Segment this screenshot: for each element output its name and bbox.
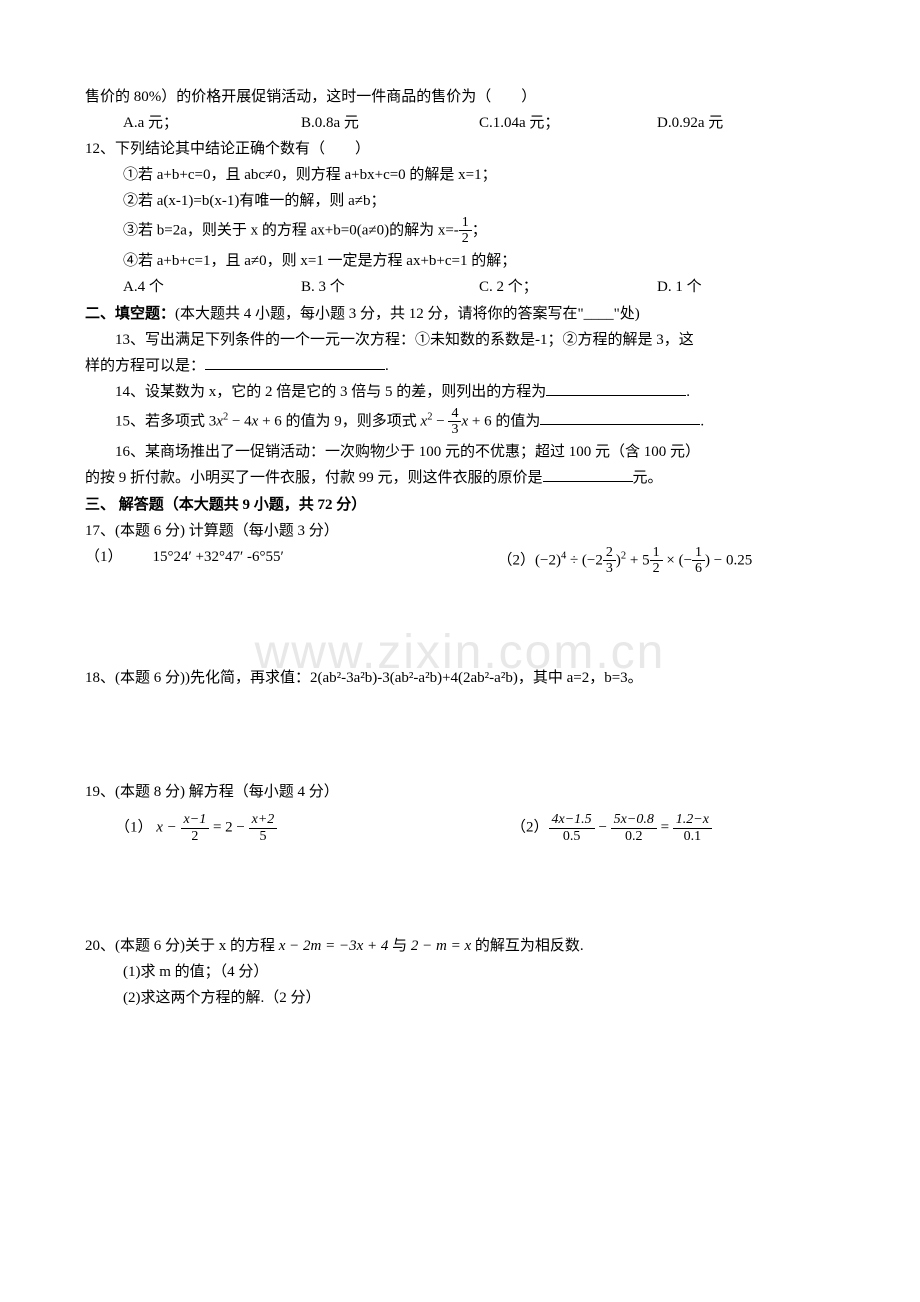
q12-opt-b: B. 3 个 bbox=[301, 275, 479, 299]
q15-post: . bbox=[700, 413, 704, 429]
q17-p1: （1） 15°24′ +32°47′ -6°55′ bbox=[85, 545, 498, 577]
q20-s2: (2)求这两个方程的解.（2 分） bbox=[85, 986, 835, 1010]
q12-s4: ④若 a+b+c=1，且 a≠0，则 x=1 一定是方程 ax+b+c=1 的解… bbox=[85, 249, 835, 273]
q19-stem: 19、(本题 8 分) 解方程（每小题 4 分） bbox=[85, 780, 835, 804]
q13-line2-post: . bbox=[385, 358, 389, 374]
q11-opt-b: B.0.8a 元 bbox=[301, 111, 479, 135]
q20-s1: (1)求 m 的值；（4 分） bbox=[85, 960, 835, 984]
q12-opt-d: D. 1 个 bbox=[657, 275, 835, 299]
section2-desc: (本大题共 4 小题，每小题 3 分，共 12 分，请将你的答案写在"____"… bbox=[175, 306, 640, 322]
q12-s1: ①若 a+b+c=0，且 abc≠0，则方程 a+bx+c=0 的解是 x=1； bbox=[85, 163, 835, 187]
q12-s3-frac: 12 bbox=[459, 215, 472, 247]
q15-frac: 43 bbox=[448, 406, 461, 438]
q16-line1: 16、某商场推出了一促销活动：一次购物少于 100 元的不优惠；超过 100 元… bbox=[85, 440, 835, 464]
q15-blank bbox=[540, 424, 700, 425]
q12-s3-post: ； bbox=[472, 222, 487, 238]
q20-stem: 20、(本题 6 分)关于 x 的方程 x − 2m = −3x + 4 与 2… bbox=[85, 934, 835, 958]
q15-mid3: − bbox=[432, 413, 448, 429]
q11-options: A.a 元； B.0.8a 元 C.1.04a 元； D.0.92a 元 bbox=[85, 111, 835, 135]
q11-cont-line: 售价的 80%）的价格开展促销活动，这时一件商品的售价为（ ） bbox=[85, 85, 835, 109]
q13-blank bbox=[205, 369, 385, 370]
q15-mid4: + 6 的值为 bbox=[468, 413, 540, 429]
q18: 18、(本题 6 分))先化简，再求值：2(ab²-3a²b)-3(ab²-a²… bbox=[85, 666, 835, 690]
q12-s2: ②若 a(x-1)=b(x-1)有唯一的解，则 a≠b； bbox=[85, 189, 835, 213]
q13-line2-pre: 样的方程可以是： bbox=[85, 358, 205, 374]
q11-opt-d: D.0.92a 元 bbox=[657, 111, 835, 135]
q15-mid1: − 4 bbox=[228, 413, 251, 429]
q11-opt-a: A.a 元； bbox=[123, 111, 301, 135]
q14-blank bbox=[546, 395, 686, 396]
q16-blank bbox=[543, 481, 633, 482]
q14-pre: 14、设某数为 x，它的 2 倍是它的 3 倍与 5 的差，则列出的方程为 bbox=[115, 384, 546, 400]
section2-title: 二、填空题： bbox=[85, 306, 175, 322]
q12-s3: ③若 b=2a，则关于 x 的方程 ax+b=0(a≠0)的解为 x=-12； bbox=[85, 215, 835, 247]
q19-p2: （2）4x−1.50.5 − 5x−0.80.2 = 1.2−x0.1 bbox=[511, 812, 835, 844]
q17-p2: （2）(−2)4 ÷ (−223)2 + 512 × (−16) − 0.25 bbox=[498, 545, 836, 577]
q12-opt-a: A.4 个 bbox=[123, 275, 301, 299]
section2-header: 二、填空题：(本大题共 4 小题，每小题 3 分，共 12 分，请将你的答案写在… bbox=[85, 302, 835, 326]
q17-stem: 17、(本题 6 分) 计算题（每小题 3 分） bbox=[85, 519, 835, 543]
q19-p1: （1） x − x−12 = 2 − x+25 bbox=[115, 812, 511, 844]
q15-pre: 15、若多项式 3 bbox=[115, 413, 216, 429]
q11-opt-c: C.1.04a 元； bbox=[479, 111, 657, 135]
section3-title: 三、 解答题（本大题共 9 小题，共 72 分） bbox=[85, 493, 835, 517]
q19-parts: （1） x − x−12 = 2 − x+25 （2）4x−1.50.5 − 5… bbox=[85, 812, 835, 844]
q12-opt-c: C. 2 个； bbox=[479, 275, 657, 299]
q16-line2-pre: 的按 9 折付款。小明买了一件衣服，付款 99 元，则这件衣服的原价是 bbox=[85, 470, 543, 486]
q17-parts: （1） 15°24′ +32°47′ -6°55′ （2）(−2)4 ÷ (−2… bbox=[85, 545, 835, 577]
q12-s3-pre: ③若 b=2a，则关于 x 的方程 ax+b=0(a≠0)的解为 x=- bbox=[123, 222, 459, 238]
q12-options: A.4 个 B. 3 个 C. 2 个； D. 1 个 bbox=[85, 275, 835, 299]
q12-stem: 12、下列结论其中结论正确个数有（ ） bbox=[85, 137, 835, 161]
q13-line2: 样的方程可以是：. bbox=[85, 354, 835, 378]
q14-post: . bbox=[686, 384, 690, 400]
q14: 14、设某数为 x，它的 2 倍是它的 3 倍与 5 的差，则列出的方程为. bbox=[85, 380, 835, 404]
q16-line2: 的按 9 折付款。小明买了一件衣服，付款 99 元，则这件衣服的原价是 元。 bbox=[85, 466, 835, 490]
q13-line1: 13、写出满足下列条件的一个一元一次方程：①未知数的系数是-1；②方程的解是 3… bbox=[85, 328, 835, 352]
q15: 15、若多项式 3x2 − 4x + 6 的值为 9，则多项式 x2 − 43x… bbox=[85, 406, 835, 438]
q16-line2-post: 元。 bbox=[633, 470, 663, 486]
q15-mid2: + 6 的值为 9，则多项式 bbox=[258, 413, 420, 429]
